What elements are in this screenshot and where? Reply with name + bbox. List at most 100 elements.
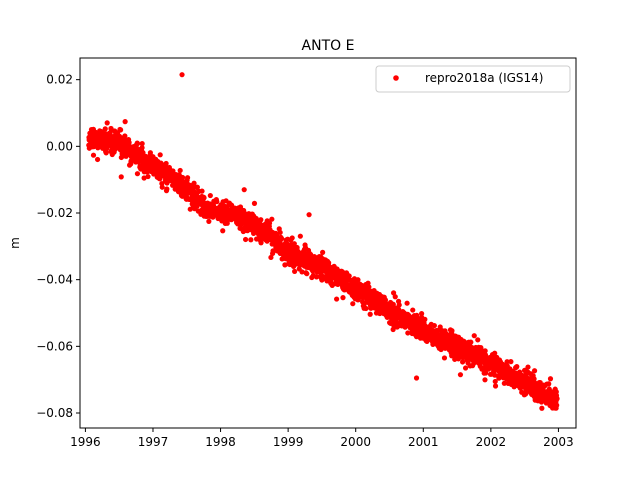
data-point (547, 376, 554, 382)
data-point (492, 372, 498, 378)
data-point (460, 359, 466, 365)
data-point (157, 152, 163, 158)
data-point (102, 126, 108, 132)
data-point (94, 156, 101, 163)
y-axis-label: m (8, 237, 22, 249)
data-point (431, 322, 437, 329)
data-point (184, 175, 191, 181)
data-point (475, 337, 481, 343)
data-point (90, 152, 97, 158)
data-points (86, 72, 560, 411)
data-point (147, 150, 153, 156)
data-point (251, 200, 258, 206)
data-point (164, 186, 170, 192)
data-point (492, 383, 499, 389)
data-point (163, 160, 169, 167)
data-point (159, 184, 165, 190)
data-point (320, 249, 326, 255)
data-point (396, 302, 402, 308)
data-point (297, 233, 303, 239)
legend: repro2018a (IGS14) (375, 65, 571, 93)
data-point (304, 271, 310, 277)
legend-box (375, 65, 571, 93)
x-tick-label: 1997 (138, 435, 169, 449)
data-point (392, 294, 398, 300)
plot-frame (79, 57, 577, 429)
data-point (299, 269, 305, 275)
data-point (269, 216, 275, 222)
data-point (404, 300, 410, 306)
data-point (270, 248, 276, 254)
y-tick-label: 0.02 (46, 73, 73, 87)
data-point (419, 310, 425, 317)
data-point (482, 348, 488, 354)
data-point (554, 396, 560, 402)
data-point (248, 237, 254, 243)
data-point (441, 355, 448, 361)
data-point (199, 188, 205, 194)
data-point (514, 363, 520, 370)
data-point (292, 268, 298, 275)
y-tick-label: −0.06 (36, 339, 73, 353)
data-point (468, 339, 474, 345)
data-point (405, 330, 411, 336)
y-axis: 0.02 0.00 −0.02 −0.04 −0.06 −0.08 (36, 73, 80, 420)
data-point (103, 150, 109, 156)
data-point (413, 375, 420, 381)
y-tick-label: −0.04 (36, 273, 73, 287)
data-point (170, 168, 176, 174)
data-point (367, 311, 373, 317)
chart-title: ANTO E (302, 38, 355, 54)
data-point (462, 365, 469, 371)
data-point (294, 244, 300, 251)
x-tick-label: 2002 (476, 435, 507, 449)
data-point (258, 217, 264, 223)
data-point (457, 372, 464, 378)
data-point (104, 120, 110, 126)
data-point (492, 378, 498, 385)
data-point (504, 359, 510, 365)
data-point (531, 368, 538, 374)
data-point (134, 141, 141, 147)
data-point (126, 139, 132, 146)
data-point (422, 316, 428, 322)
data-point (134, 171, 141, 177)
data-point (346, 273, 352, 279)
data-point (449, 328, 455, 334)
data-point (366, 284, 372, 290)
data-point (539, 405, 545, 411)
data-point (268, 254, 274, 261)
data-point (241, 187, 247, 193)
data-point (289, 235, 295, 241)
data-point (266, 220, 273, 226)
data-point (177, 167, 183, 174)
data-point (253, 215, 259, 222)
data-point (552, 405, 558, 411)
data-point (207, 192, 213, 199)
y-tick-label: 0.00 (46, 139, 73, 153)
data-point (122, 133, 128, 139)
data-point (277, 229, 283, 236)
data-point (306, 212, 312, 218)
data-point (355, 277, 361, 283)
data-point (214, 199, 220, 205)
data-point (118, 127, 124, 133)
data-point (471, 333, 477, 339)
data-point (201, 195, 207, 201)
data-point (179, 174, 186, 181)
data-point (139, 141, 145, 147)
data-point (546, 381, 552, 387)
x-tick-label: 1996 (70, 435, 101, 449)
data-point (350, 301, 356, 307)
data-point (179, 72, 185, 78)
legend-label: repro2018a (IGS14) (425, 71, 543, 85)
data-point (122, 119, 128, 125)
data-point (390, 290, 397, 296)
data-point (278, 235, 285, 242)
x-tick-label: 2001 (408, 435, 439, 449)
data-point (206, 218, 212, 224)
data-point (410, 307, 416, 313)
x-tick-label: 1998 (205, 435, 236, 449)
data-point (194, 184, 200, 190)
